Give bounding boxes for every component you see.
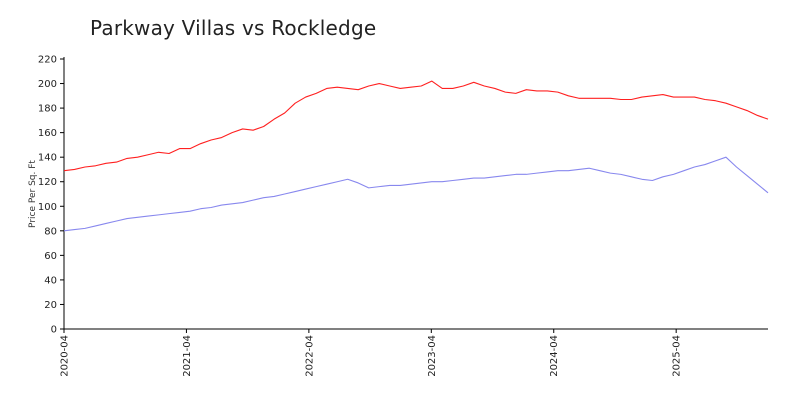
- y-axis-label: Price Per Sq. Ft: [28, 160, 38, 228]
- y-tick-label: 20: [44, 300, 57, 311]
- x-tick-label: 2025-04: [672, 335, 683, 377]
- y-tick-label: 120: [38, 177, 57, 188]
- y-tick-label: 80: [44, 226, 57, 237]
- y-tick-label: 60: [44, 251, 57, 262]
- chart-title: Parkway Villas vs Rockledge: [90, 16, 377, 40]
- y-tick-label: 0: [51, 325, 57, 336]
- y-tick-label: 40: [44, 275, 57, 286]
- x-tick-label: 2021-04: [182, 335, 193, 377]
- series-line-rockledge: [63, 156, 769, 232]
- y-tick-label: 140: [38, 153, 57, 164]
- y-tick-label: 220: [38, 55, 57, 66]
- series-line-parkway-villas: [63, 80, 769, 172]
- y-tick-label: 100: [38, 202, 57, 213]
- y-tick-label: 200: [38, 79, 57, 90]
- series-points-1: [64, 157, 768, 231]
- x-tick-label: 2024-04: [549, 335, 560, 377]
- x-tick-label: 2022-04: [304, 335, 315, 377]
- y-tick-label: 180: [38, 104, 57, 115]
- x-tick-label: 2020-04: [60, 335, 71, 377]
- y-tick-label: 160: [38, 128, 57, 139]
- x-tick-label: 2023-04: [427, 335, 438, 377]
